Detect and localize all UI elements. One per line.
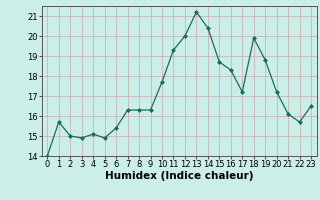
X-axis label: Humidex (Indice chaleur): Humidex (Indice chaleur) [105, 171, 253, 181]
